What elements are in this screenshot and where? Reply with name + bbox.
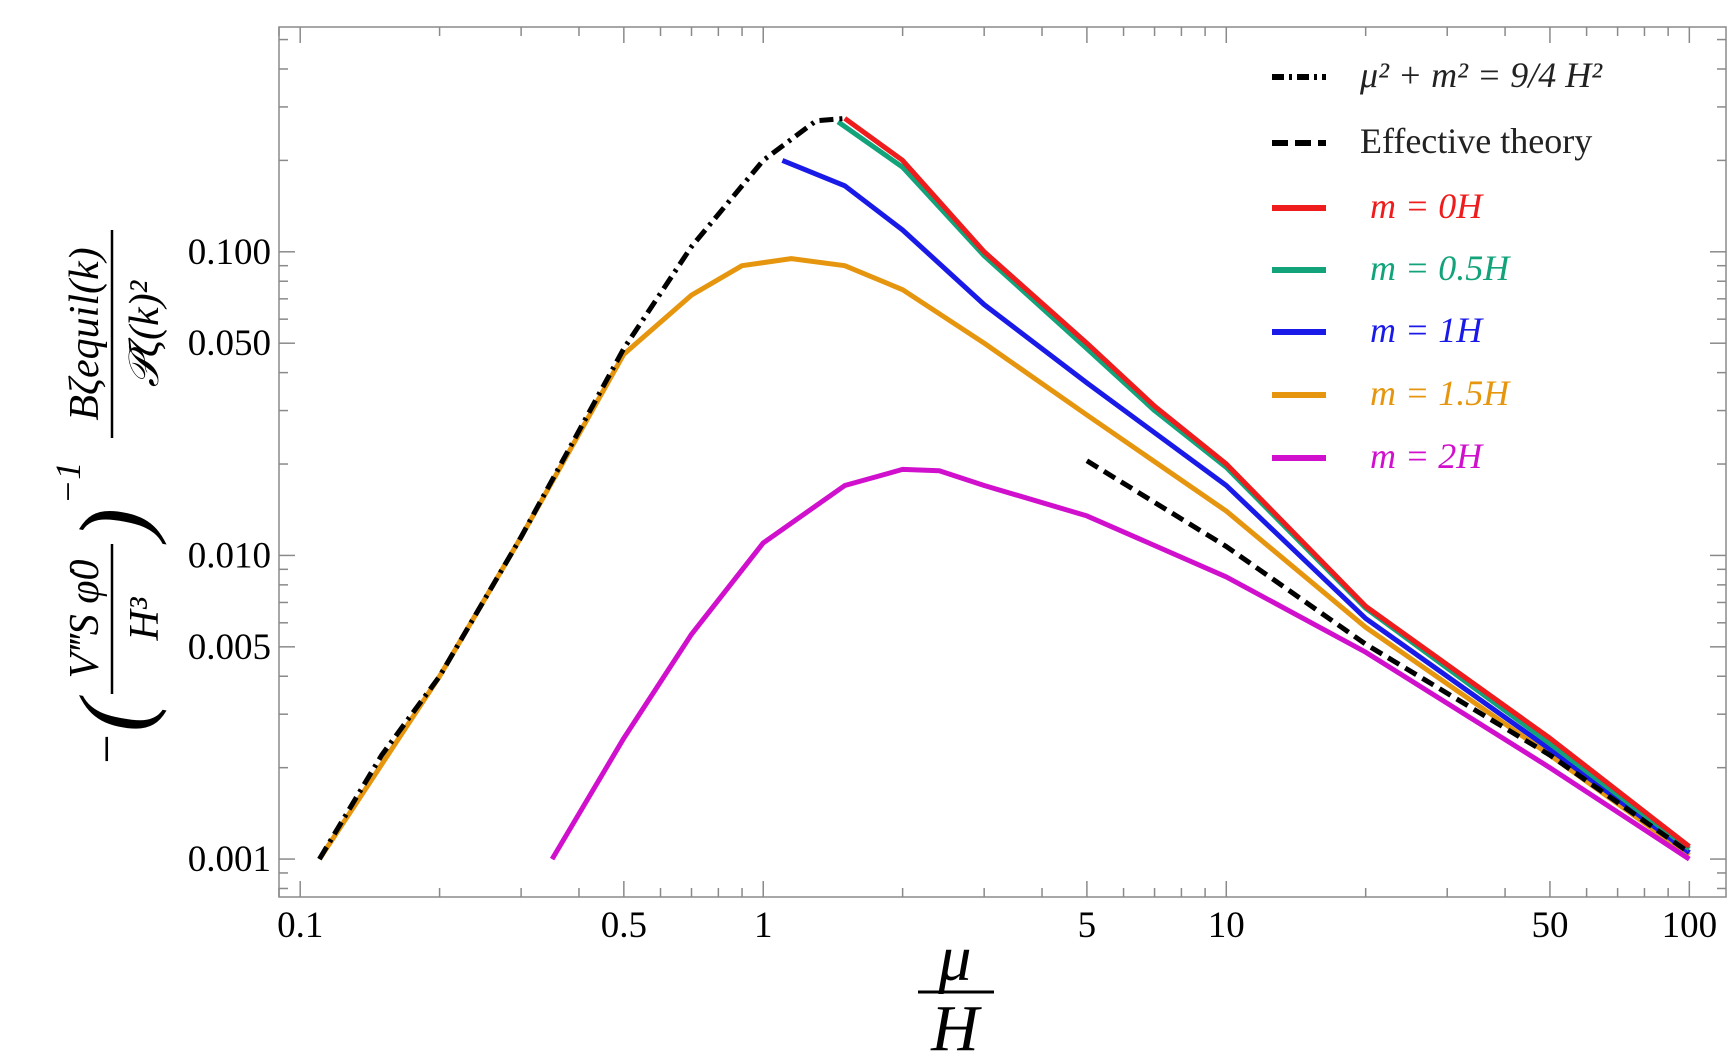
series-lines [317,115,1691,862]
axis-tick-labels: 0.1 0.5 1 5 10 50 100 0.001 0.005 0.010 0.050 0.100 [188,232,1717,946]
x-tick-label: 0.1 [277,905,323,946]
y-axis-label-outer-denominator: 𝒫ζ(k)² [122,279,168,387]
y-axis-label-outer-numerator: Bζequil(k) [62,247,108,420]
legend-label-2: m = 0H [1370,186,1484,226]
y-tick-label: 0.001 [188,839,271,880]
y-axis-label: − ( V‴S φ̇0 H³ ) −1 Bζequil(k) 𝒫ζ(k)² [48,230,168,767]
y-axis-label-sign: − [79,732,136,767]
x-tick-label: 100 [1662,905,1718,946]
y-tick-label: 0.010 [188,535,271,576]
legend-label-6: m = 2H [1370,436,1484,476]
x-axis-label-numerator: μ [937,922,971,995]
y-tick-label: 0.005 [188,627,271,668]
y-axis-label-inner-numerator: V‴S φ̇0 [62,559,108,678]
legend-label-4: m = 1H [1370,310,1484,350]
y-axis-label-exponent: −1 [48,462,88,504]
y-axis-label-inner-denominator: H³ [122,596,168,641]
x-tick-label: 1 [754,905,773,946]
series-line-2 [843,116,1691,849]
x-tick-label: 10 [1208,905,1245,946]
y-axis-label-close-paren: ) [60,508,167,545]
x-tick-label: 50 [1531,905,1568,946]
legend-label-5: m = 1.5H [1370,373,1511,413]
series-line-0 [317,115,846,861]
legend-label-3: m = 0.5H [1370,248,1511,288]
legend-label-1: Effective theory [1360,121,1592,161]
legend: μ² + m² = 9/4 H² Effective theory m = 0H m … [1272,55,1603,476]
legend-label-0: μ² + m² = 9/4 H² [1359,55,1603,95]
x-tick-label: 5 [1078,905,1097,946]
y-axis-label-open-paren: ( [60,695,167,732]
x-tick-label: 0.5 [601,905,647,946]
plot-frame [278,26,1727,898]
x-axis-label: μ H [918,922,994,1059]
series-line-5 [317,256,1691,861]
series-line-1 [1085,458,1691,855]
x-axis-label-denominator: H [930,992,982,1059]
series-line-4 [781,158,1691,855]
series-line-3 [836,119,1691,851]
series-line-6 [549,466,1691,862]
axis-ticks [278,27,1726,897]
y-tick-label: 0.050 [188,323,271,364]
y-tick-label: 0.100 [188,232,271,273]
